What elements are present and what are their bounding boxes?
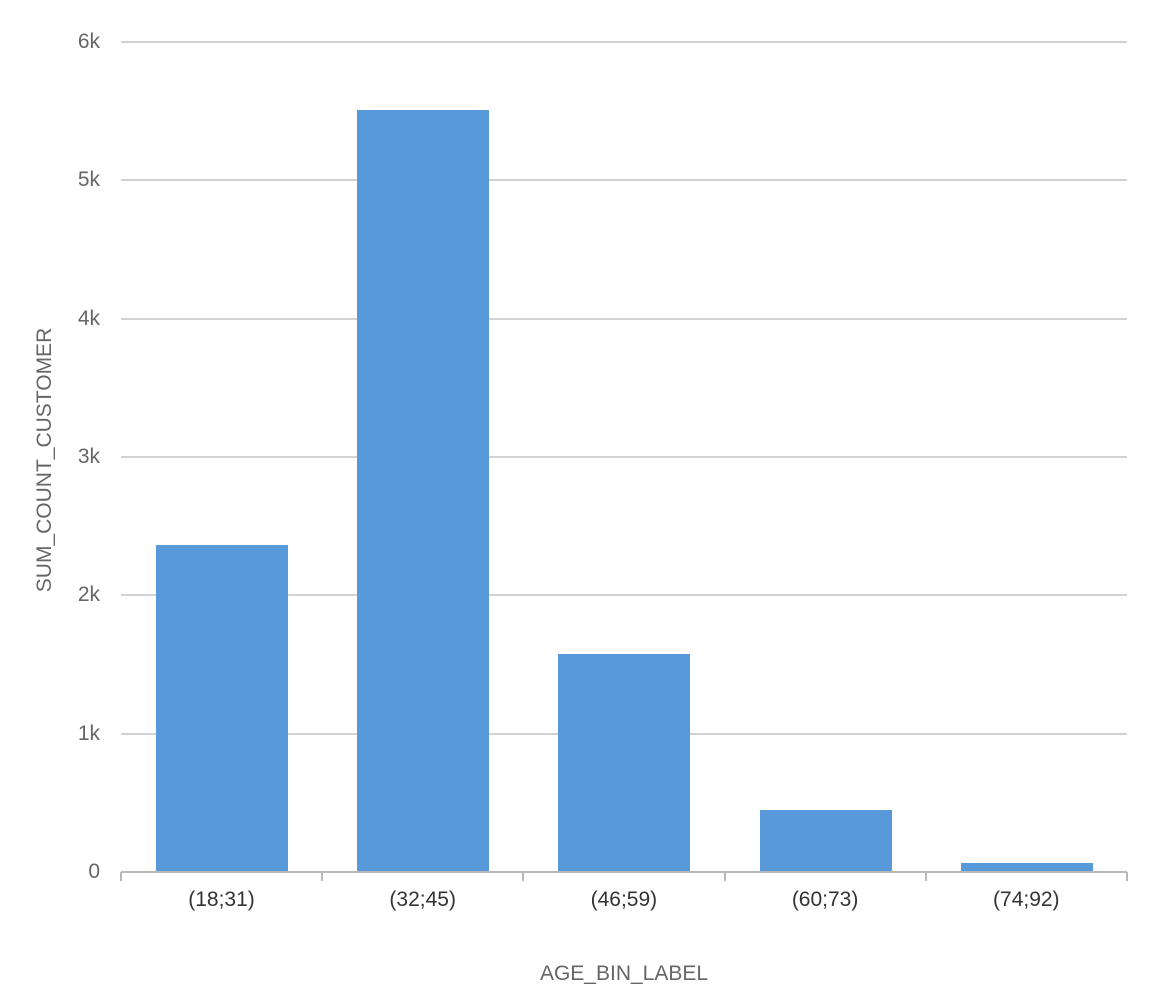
gridline [121,179,1127,182]
x-tick-label: (60;73) [791,888,859,911]
x-tick-mark [321,872,324,881]
x-tick-mark [723,872,726,881]
x-tick-mark [120,872,122,881]
y-axis-title: SUM_COUNT_CUSTOMER [33,327,56,593]
x-axis-title: AGE_BIN_LABEL [539,962,709,985]
x-tick-label: (46;59) [590,888,658,911]
bar[interactable] [960,863,1093,872]
x-axis-line [121,871,1127,873]
x-tick-label: (18;31) [188,888,255,911]
y-tick-label: 5k [77,168,100,192]
y-tick-label: 3k [77,445,100,468]
gridline [121,594,1127,597]
gridline [121,317,1127,320]
x-tick-mark [1126,872,1128,881]
gridline [121,41,1127,43]
y-tick-label: 1k [77,721,100,745]
bar[interactable] [357,110,490,872]
x-tick-label: (32;45) [389,888,456,911]
bar[interactable] [558,653,691,872]
y-tick-label: 4k [77,306,100,330]
bar[interactable] [759,810,892,872]
gridline [121,456,1127,458]
y-tick-label: 6k [77,30,100,53]
x-tick-mark [924,872,927,881]
y-tick-label: 0 [88,860,100,883]
x-tick-mark [522,872,525,881]
y-tick-label: 2k [77,583,100,607]
bar[interactable] [156,544,288,872]
x-tick-label: (74;92) [993,888,1060,911]
